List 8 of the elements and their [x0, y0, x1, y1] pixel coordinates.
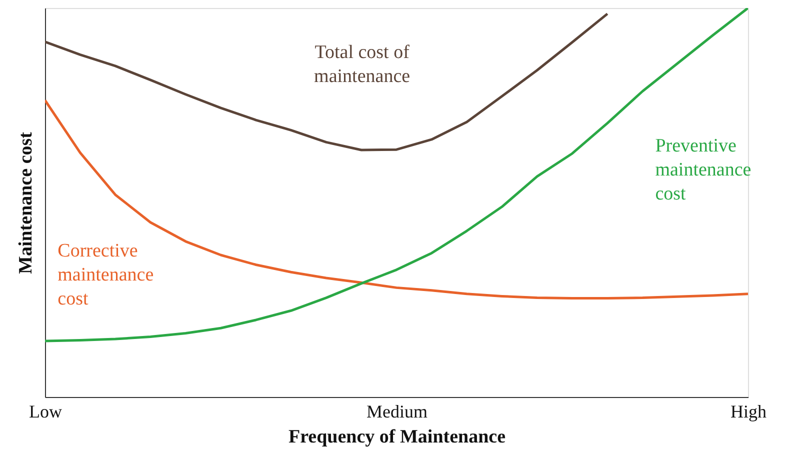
x-tick-label: High	[730, 402, 766, 422]
x-tick-label: Low	[29, 402, 62, 422]
text: Total cost of maintenance	[314, 42, 410, 88]
series-label: Corrective maintenance cost	[58, 240, 154, 310]
text: Preventive maintenance cost	[655, 135, 752, 204]
x-tick-label: Medium	[366, 402, 428, 422]
x-axis-title: Frequency of Maintenance	[288, 426, 506, 448]
y-axis-title: Maintenance cost	[16, 131, 36, 274]
